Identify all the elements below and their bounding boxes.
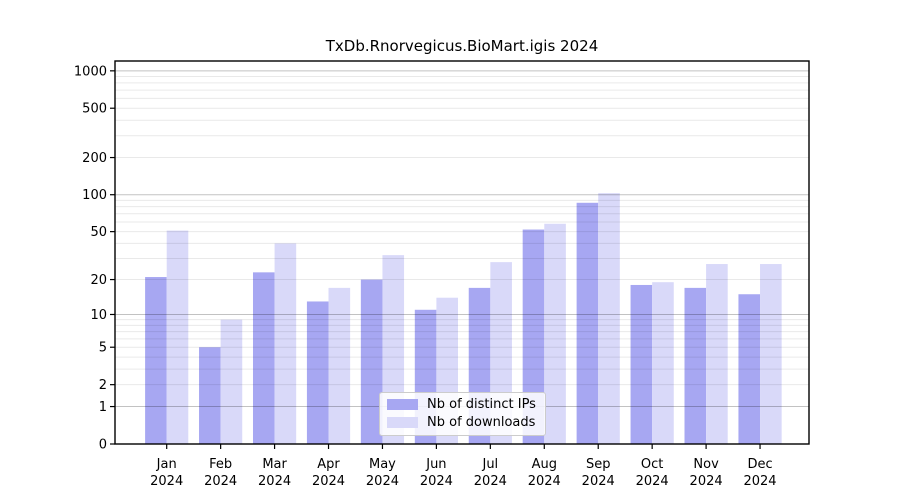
legend: Nb of distinct IPs Nb of downloads — [379, 392, 546, 436]
bar-jan-distinct-ips — [145, 277, 167, 444]
legend-item-distinct-ips: Nb of distinct IPs — [387, 397, 536, 412]
x-tick-label-may: May 2024 — [366, 457, 399, 489]
x-tick-label-apr: Apr 2024 — [312, 457, 345, 489]
y-tick-label-5: 5 — [99, 341, 107, 356]
bar-aug-distinct-ips — [522, 229, 545, 444]
x-tick-label-jan: Jan 2024 — [150, 457, 183, 489]
legend-item-downloads: Nb of downloads — [387, 415, 536, 430]
bar-oct-distinct-ips — [630, 284, 653, 444]
y-tick-label-500: 500 — [82, 102, 107, 117]
chart-title: TxDb.Rnorvegicus.BioMart.igis 2024 — [325, 37, 598, 55]
bar-apr-downloads — [328, 287, 351, 444]
y-tick-label-200: 200 — [82, 151, 107, 166]
y-tick-label-10: 10 — [90, 308, 107, 323]
bar-aug-downloads — [544, 223, 566, 444]
legend-swatch-downloads-icon — [387, 417, 418, 428]
x-tick-label-sep: Sep 2024 — [582, 457, 615, 489]
bar-apr-distinct-ips — [306, 301, 329, 444]
y-tick-label-100: 100 — [82, 188, 107, 203]
x-tick-label-nov: Nov 2024 — [690, 457, 723, 489]
legend-label-downloads: Nb of downloads — [427, 415, 536, 430]
bar-dec-downloads — [760, 264, 782, 444]
x-tick-label-oct: Oct 2024 — [636, 457, 669, 489]
x-tick-label-aug: Aug 2024 — [528, 457, 561, 489]
bar-mar-downloads — [274, 243, 297, 444]
legend-label-distinct-ips: Nb of distinct IPs — [427, 397, 536, 412]
grid-layer — [115, 70, 809, 408]
x-tick-label-feb: Feb 2024 — [204, 457, 237, 489]
bar-oct-downloads — [652, 282, 674, 444]
bar-feb-downloads — [220, 319, 243, 444]
bar-feb-distinct-ips — [199, 347, 221, 444]
axes-layer: 0 1 2 5 10 20 50 100 200 500 1000 Jan 2024 Feb 2024 Mar… — [74, 60, 810, 489]
legend-swatch-distinct-ips-icon — [387, 399, 418, 410]
bar-sep-distinct-ips — [576, 202, 599, 444]
y-tick-label-1: 1 — [99, 400, 107, 415]
y-tick-label-50: 50 — [90, 225, 107, 240]
plot-border — [114, 60, 810, 445]
y-tick-label-2: 2 — [99, 378, 107, 393]
y-tick-label-0: 0 — [99, 438, 107, 453]
bar-may-distinct-ips — [360, 279, 383, 444]
x-tick-label-dec: Dec 2024 — [743, 457, 776, 489]
y-tick-label-1000: 1000 — [74, 64, 107, 79]
bar-dec-distinct-ips — [738, 294, 761, 444]
x-tick-label-mar: Mar 2024 — [258, 457, 291, 489]
y-tick-label-20: 20 — [90, 273, 107, 288]
bar-sep-downloads — [598, 193, 620, 444]
bar-nov-distinct-ips — [684, 287, 707, 444]
bar-nov-downloads — [706, 264, 728, 444]
bar-mar-distinct-ips — [252, 272, 275, 444]
bar-jan-downloads — [166, 230, 189, 444]
x-tick-label-jul: Jul 2024 — [474, 457, 507, 489]
x-tick-label-jun: Jun 2024 — [420, 457, 453, 489]
